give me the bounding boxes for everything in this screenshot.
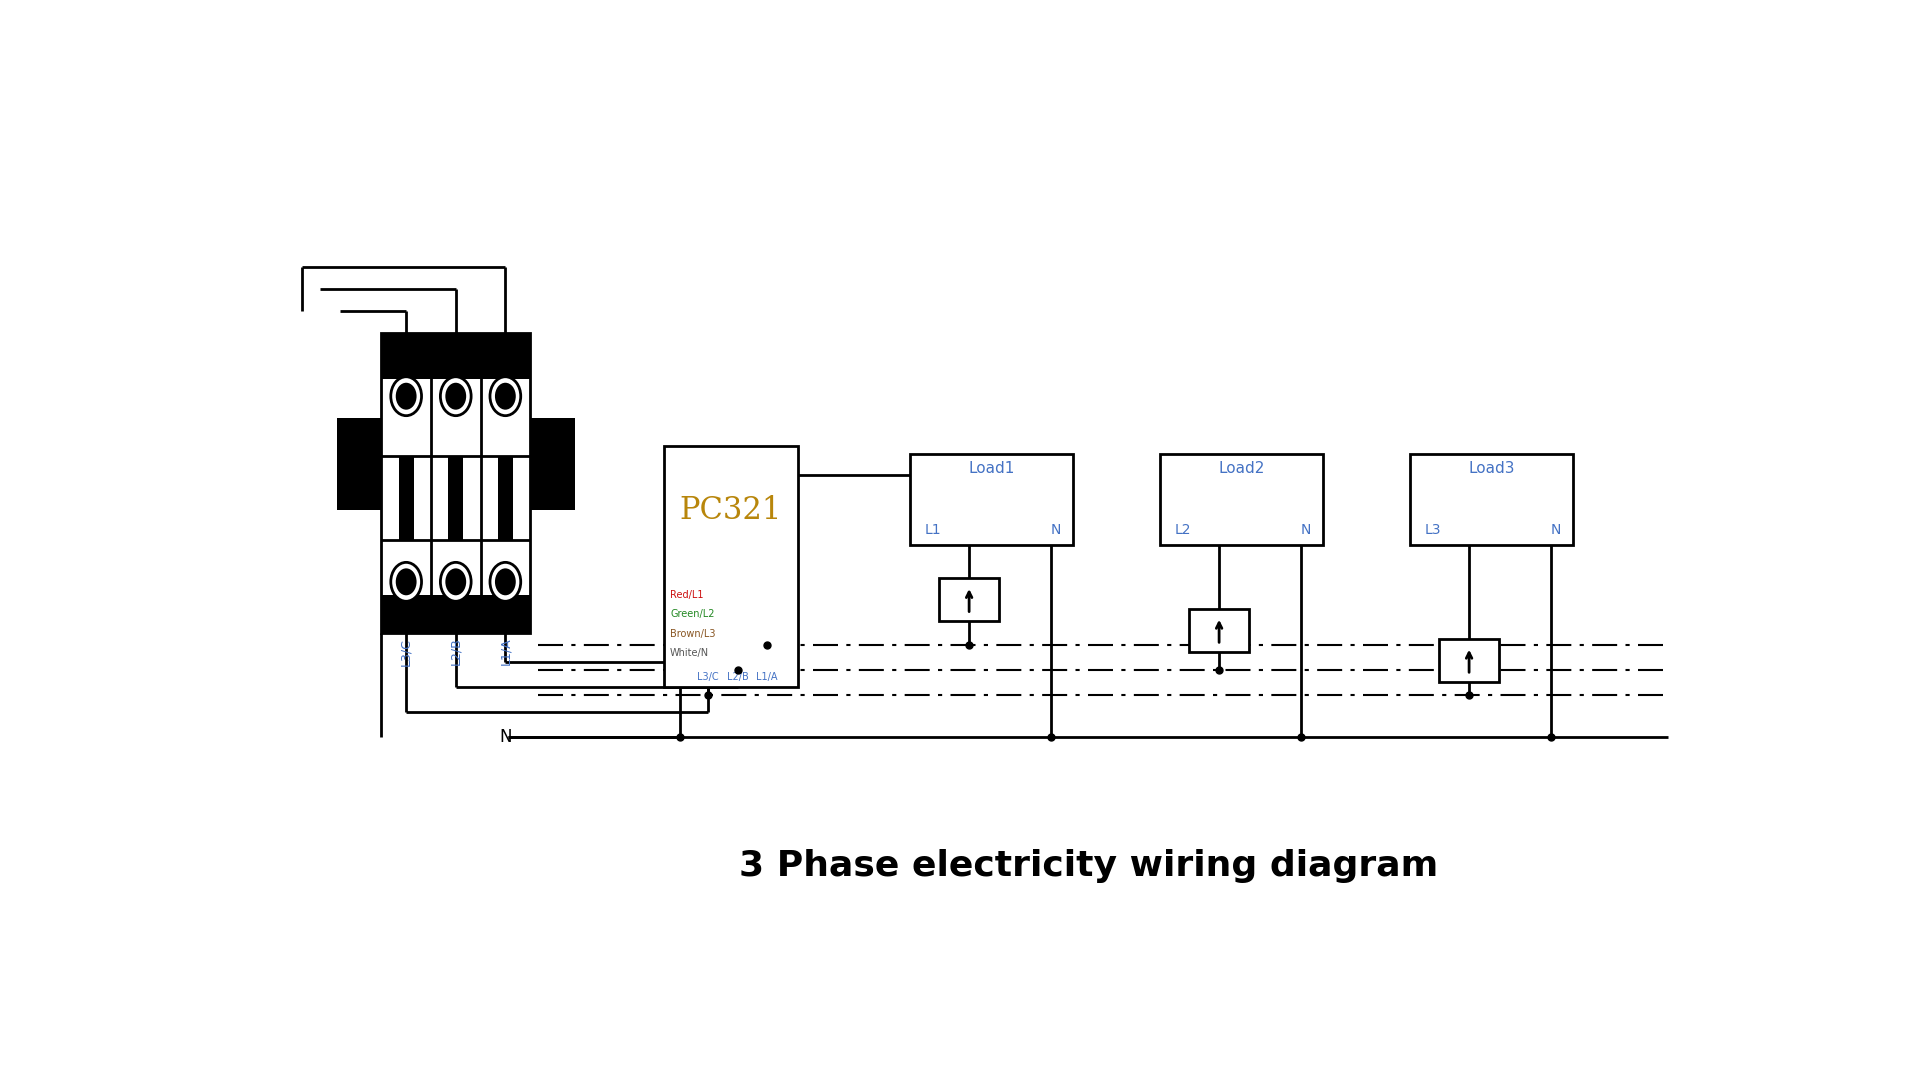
Ellipse shape	[392, 377, 422, 416]
Text: L2/B: L2/B	[728, 672, 749, 681]
Text: Green/L2: Green/L2	[670, 609, 714, 620]
Text: 3 Phase electricity wiring diagram: 3 Phase electricity wiring diagram	[739, 849, 1438, 882]
Bar	[939, 578, 998, 621]
Text: N: N	[1302, 523, 1311, 537]
Bar	[1440, 638, 1500, 681]
Ellipse shape	[396, 382, 417, 409]
Bar	[447, 456, 463, 540]
Text: L3/C: L3/C	[399, 637, 413, 665]
Text: White/N: White/N	[670, 648, 708, 658]
Text: L2/B: L2/B	[449, 637, 463, 665]
Bar	[910, 454, 1073, 545]
Bar	[497, 456, 513, 540]
Text: Load3: Load3	[1469, 460, 1515, 475]
Ellipse shape	[440, 377, 470, 416]
Text: L3/C: L3/C	[697, 672, 720, 681]
Bar	[530, 418, 574, 510]
Bar	[1409, 454, 1572, 545]
Text: Load2: Load2	[1217, 460, 1265, 475]
Text: L1/A: L1/A	[499, 637, 513, 665]
Bar	[664, 446, 799, 687]
Text: N: N	[1050, 523, 1062, 537]
Bar	[1160, 454, 1323, 545]
Ellipse shape	[445, 568, 467, 595]
Text: L1/A: L1/A	[756, 672, 778, 681]
Ellipse shape	[490, 377, 520, 416]
Ellipse shape	[445, 382, 467, 409]
Bar	[382, 334, 530, 379]
Text: Red/L1: Red/L1	[670, 590, 703, 600]
Text: N: N	[1551, 523, 1561, 537]
Ellipse shape	[440, 563, 470, 602]
Text: L1: L1	[925, 523, 941, 537]
Bar	[399, 456, 413, 540]
Text: L3: L3	[1425, 523, 1440, 537]
Text: L2: L2	[1175, 523, 1190, 537]
Bar	[382, 595, 530, 633]
Text: PC321: PC321	[680, 496, 781, 526]
Ellipse shape	[490, 563, 520, 602]
Ellipse shape	[495, 568, 516, 595]
Ellipse shape	[495, 382, 516, 409]
Ellipse shape	[392, 563, 422, 602]
Bar	[382, 334, 530, 633]
Text: N: N	[499, 728, 513, 745]
Text: Load1: Load1	[968, 460, 1014, 475]
Bar	[1188, 609, 1248, 652]
Text: Brown/L3: Brown/L3	[670, 629, 716, 638]
Ellipse shape	[396, 568, 417, 595]
Bar	[336, 418, 382, 510]
